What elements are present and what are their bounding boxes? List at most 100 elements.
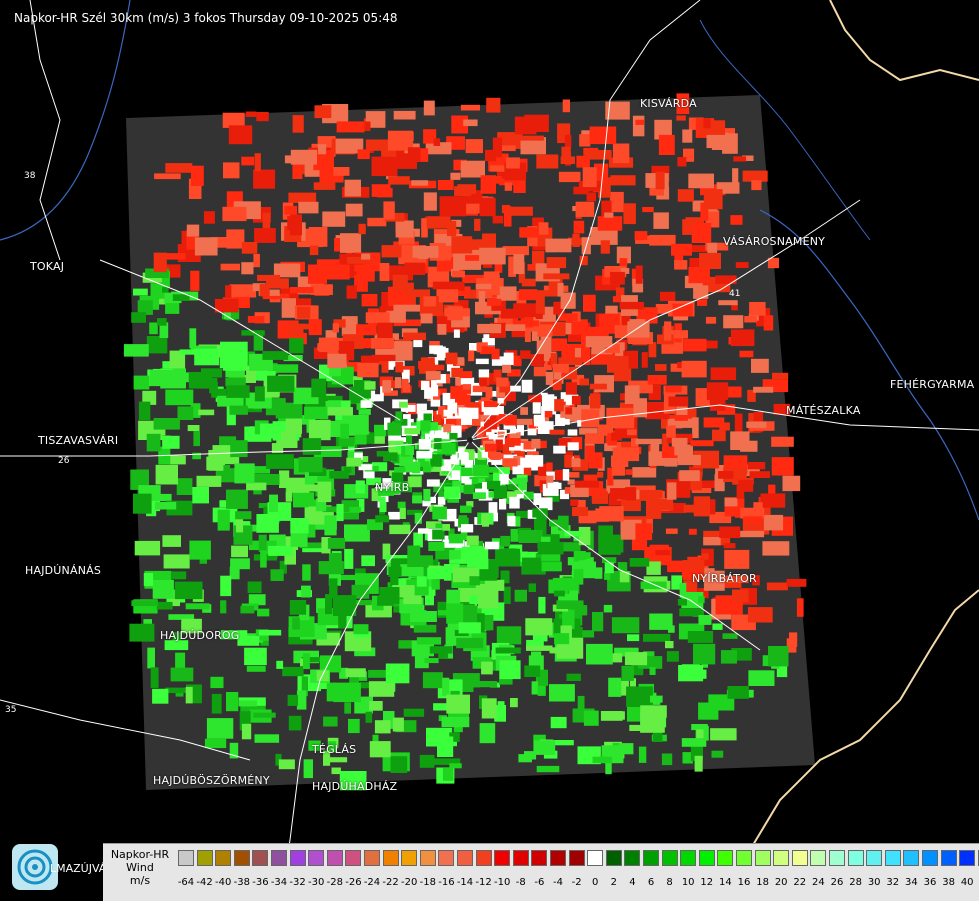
radar-echo-cell: [412, 246, 439, 258]
radar-echo-cell: [486, 97, 501, 113]
radar-echo-cell: [766, 582, 788, 591]
radar-echo-cell: [287, 694, 298, 706]
radar-echo-cell: [364, 381, 376, 390]
radar-echo-cell: [289, 323, 304, 336]
radar-echo-cell: [679, 608, 704, 617]
radar-echo-cell: [240, 605, 255, 614]
radar-echo-cell: [504, 415, 517, 426]
radar-echo-cell: [353, 624, 369, 635]
radar-echo-cell: [720, 650, 737, 664]
radar-echo-cell: [451, 286, 471, 296]
radar-echo-cell: [555, 606, 564, 619]
legend-swatch: [698, 850, 715, 866]
radar-echo-cell: [427, 567, 450, 580]
radar-echo-cell: [499, 498, 507, 510]
radar-echo-cell: [254, 153, 261, 172]
radar-echo-cell: [262, 351, 289, 360]
radar-echo-cell: [327, 407, 353, 416]
radar-echo-cell: [351, 599, 372, 606]
radar-echo-cell: [429, 345, 443, 354]
city-label: NYÍRB: [375, 481, 410, 494]
radar-echo-cell: [522, 557, 541, 568]
radar-echo-cell: [169, 350, 186, 369]
radar-echo-cell: [449, 396, 456, 403]
radar-echo-cell: [531, 331, 540, 341]
radar-echo-cell: [234, 296, 250, 308]
radar-echo-cell: [531, 681, 538, 695]
radar-echo-cell: [650, 439, 660, 461]
radar-echo-cell: [703, 570, 725, 591]
radar-echo-cell: [317, 481, 332, 503]
radar-echo-cell: [632, 467, 657, 478]
radar-echo-cell: [550, 353, 558, 368]
radar-echo-cell: [165, 163, 193, 173]
radar-echo-cell: [687, 631, 714, 643]
radar-echo-cell: [465, 139, 483, 154]
radar-echo-cell: [450, 448, 465, 456]
radar-echo-cell: [283, 355, 303, 362]
radar-echo-cell: [153, 418, 180, 430]
radar-echo-cell: [442, 677, 450, 696]
radar-echo-cell: [434, 438, 442, 450]
radar-echo-cell: [336, 121, 365, 133]
radar-echo-cell: [544, 411, 553, 418]
radar-echo-cell: [481, 450, 490, 458]
radar-echo-cell: [432, 506, 447, 520]
radar-echo-cell: [497, 398, 504, 404]
radar-echo-cell: [308, 419, 331, 441]
radar-echo-cell: [147, 647, 155, 669]
radar-echo-cell: [472, 492, 486, 499]
radar-echo-cell: [458, 394, 471, 405]
radar-echo-cell: [497, 317, 513, 325]
radar-echo-cell: [374, 424, 387, 437]
radar-echo-cell: [392, 717, 404, 732]
radar-echo-cell: [334, 238, 345, 252]
radar-echo-cell: [560, 405, 569, 418]
radar-echo-cell: [451, 270, 465, 278]
radar-echo-cell: [621, 665, 634, 681]
radar-echo-cell: [346, 285, 357, 299]
radar-echo-cell: [290, 149, 317, 165]
radar-echo-cell: [610, 175, 636, 186]
radar-echo-cell: [604, 343, 620, 353]
radar-echo-cell: [526, 645, 553, 651]
radar-echo-cell: [431, 579, 440, 590]
radar-echo-cell: [256, 514, 279, 533]
radar-echo-cell: [664, 330, 688, 339]
legend-tick-label: 20: [774, 877, 788, 888]
radar-echo-cell: [420, 420, 431, 432]
radar-echo-cell: [451, 470, 461, 480]
radar-echo-cell: [763, 514, 784, 531]
radar-echo-cell: [667, 564, 694, 573]
radar-echo-cell: [153, 252, 167, 273]
radar-echo-cell: [424, 388, 438, 399]
radar-echo-cell: [478, 369, 490, 378]
radar-echo-cell: [219, 436, 237, 446]
radar-echo-cell: [377, 322, 393, 343]
radar-echo-cell: [238, 700, 257, 707]
radar-echo-cell: [489, 434, 506, 444]
radar-echo-cell: [453, 329, 460, 338]
radar-echo-cell: [289, 287, 314, 294]
radar-echo-cell: [147, 493, 172, 501]
radar-echo-cell: [432, 529, 445, 540]
radar-echo-cell: [157, 318, 167, 326]
radar-echo-cell: [441, 716, 470, 728]
radar-echo-cell: [735, 262, 749, 268]
radar-echo-cell: [546, 493, 560, 502]
radar-echo-cell: [262, 212, 271, 231]
legend-swatch: [401, 850, 418, 866]
radar-echo-cell: [253, 712, 276, 718]
radar-echo-cell: [594, 567, 603, 579]
radar-echo-cell: [505, 391, 516, 402]
river: [699, 19, 871, 241]
radar-echo-cell: [371, 354, 396, 362]
radar-echo-cell: [309, 245, 319, 256]
radar-echo-cell: [237, 636, 260, 646]
radar-echo-cell: [382, 380, 392, 393]
radar-echo-cell: [589, 383, 607, 390]
radar-echo-cell: [246, 665, 266, 672]
radar-echo-cell: [433, 703, 456, 711]
radar-echo-cell: [567, 479, 575, 485]
